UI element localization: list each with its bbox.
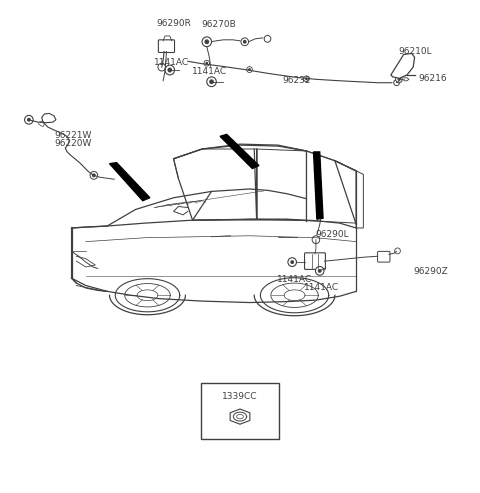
Circle shape bbox=[247, 67, 252, 72]
Circle shape bbox=[165, 65, 175, 75]
FancyBboxPatch shape bbox=[304, 253, 325, 269]
Text: 1141AC: 1141AC bbox=[154, 58, 189, 67]
Polygon shape bbox=[109, 163, 150, 201]
Circle shape bbox=[24, 115, 33, 124]
FancyBboxPatch shape bbox=[158, 40, 175, 52]
Circle shape bbox=[204, 39, 209, 44]
Polygon shape bbox=[391, 53, 415, 78]
Circle shape bbox=[202, 37, 212, 47]
Text: 96290R: 96290R bbox=[156, 19, 191, 28]
Circle shape bbox=[205, 62, 208, 65]
Text: 96216: 96216 bbox=[418, 74, 446, 83]
Text: 96221W: 96221W bbox=[54, 131, 92, 140]
Circle shape bbox=[207, 77, 216, 87]
Circle shape bbox=[394, 80, 399, 86]
Circle shape bbox=[241, 38, 249, 46]
Circle shape bbox=[168, 68, 172, 72]
Circle shape bbox=[209, 79, 214, 84]
Circle shape bbox=[303, 76, 309, 82]
Circle shape bbox=[315, 267, 324, 275]
Circle shape bbox=[243, 40, 247, 44]
Text: 96290Z: 96290Z bbox=[413, 267, 448, 277]
Text: 1339CC: 1339CC bbox=[222, 392, 258, 401]
Text: 96220W: 96220W bbox=[54, 139, 92, 148]
Circle shape bbox=[204, 60, 210, 66]
Bar bbox=[201, 383, 279, 439]
Circle shape bbox=[248, 68, 251, 71]
Circle shape bbox=[305, 77, 308, 80]
Text: 96270B: 96270B bbox=[201, 20, 236, 29]
Text: 1141AC: 1141AC bbox=[192, 68, 227, 76]
Polygon shape bbox=[220, 135, 259, 169]
Polygon shape bbox=[230, 409, 250, 424]
Circle shape bbox=[312, 236, 320, 244]
Circle shape bbox=[158, 63, 166, 71]
Circle shape bbox=[90, 172, 97, 179]
Polygon shape bbox=[237, 415, 243, 419]
Circle shape bbox=[27, 118, 31, 122]
Circle shape bbox=[318, 269, 322, 273]
Circle shape bbox=[290, 260, 294, 264]
Circle shape bbox=[397, 78, 400, 81]
Text: 96232: 96232 bbox=[283, 76, 311, 85]
Circle shape bbox=[288, 258, 297, 267]
Text: 96290L: 96290L bbox=[316, 230, 349, 239]
Circle shape bbox=[92, 174, 96, 177]
Text: 1141AC: 1141AC bbox=[304, 283, 339, 292]
Text: 1141AC: 1141AC bbox=[277, 275, 312, 284]
Text: 96210L: 96210L bbox=[399, 47, 432, 56]
Circle shape bbox=[396, 76, 402, 83]
Circle shape bbox=[395, 248, 400, 254]
Circle shape bbox=[264, 35, 271, 42]
Polygon shape bbox=[313, 152, 323, 219]
FancyBboxPatch shape bbox=[378, 251, 390, 262]
